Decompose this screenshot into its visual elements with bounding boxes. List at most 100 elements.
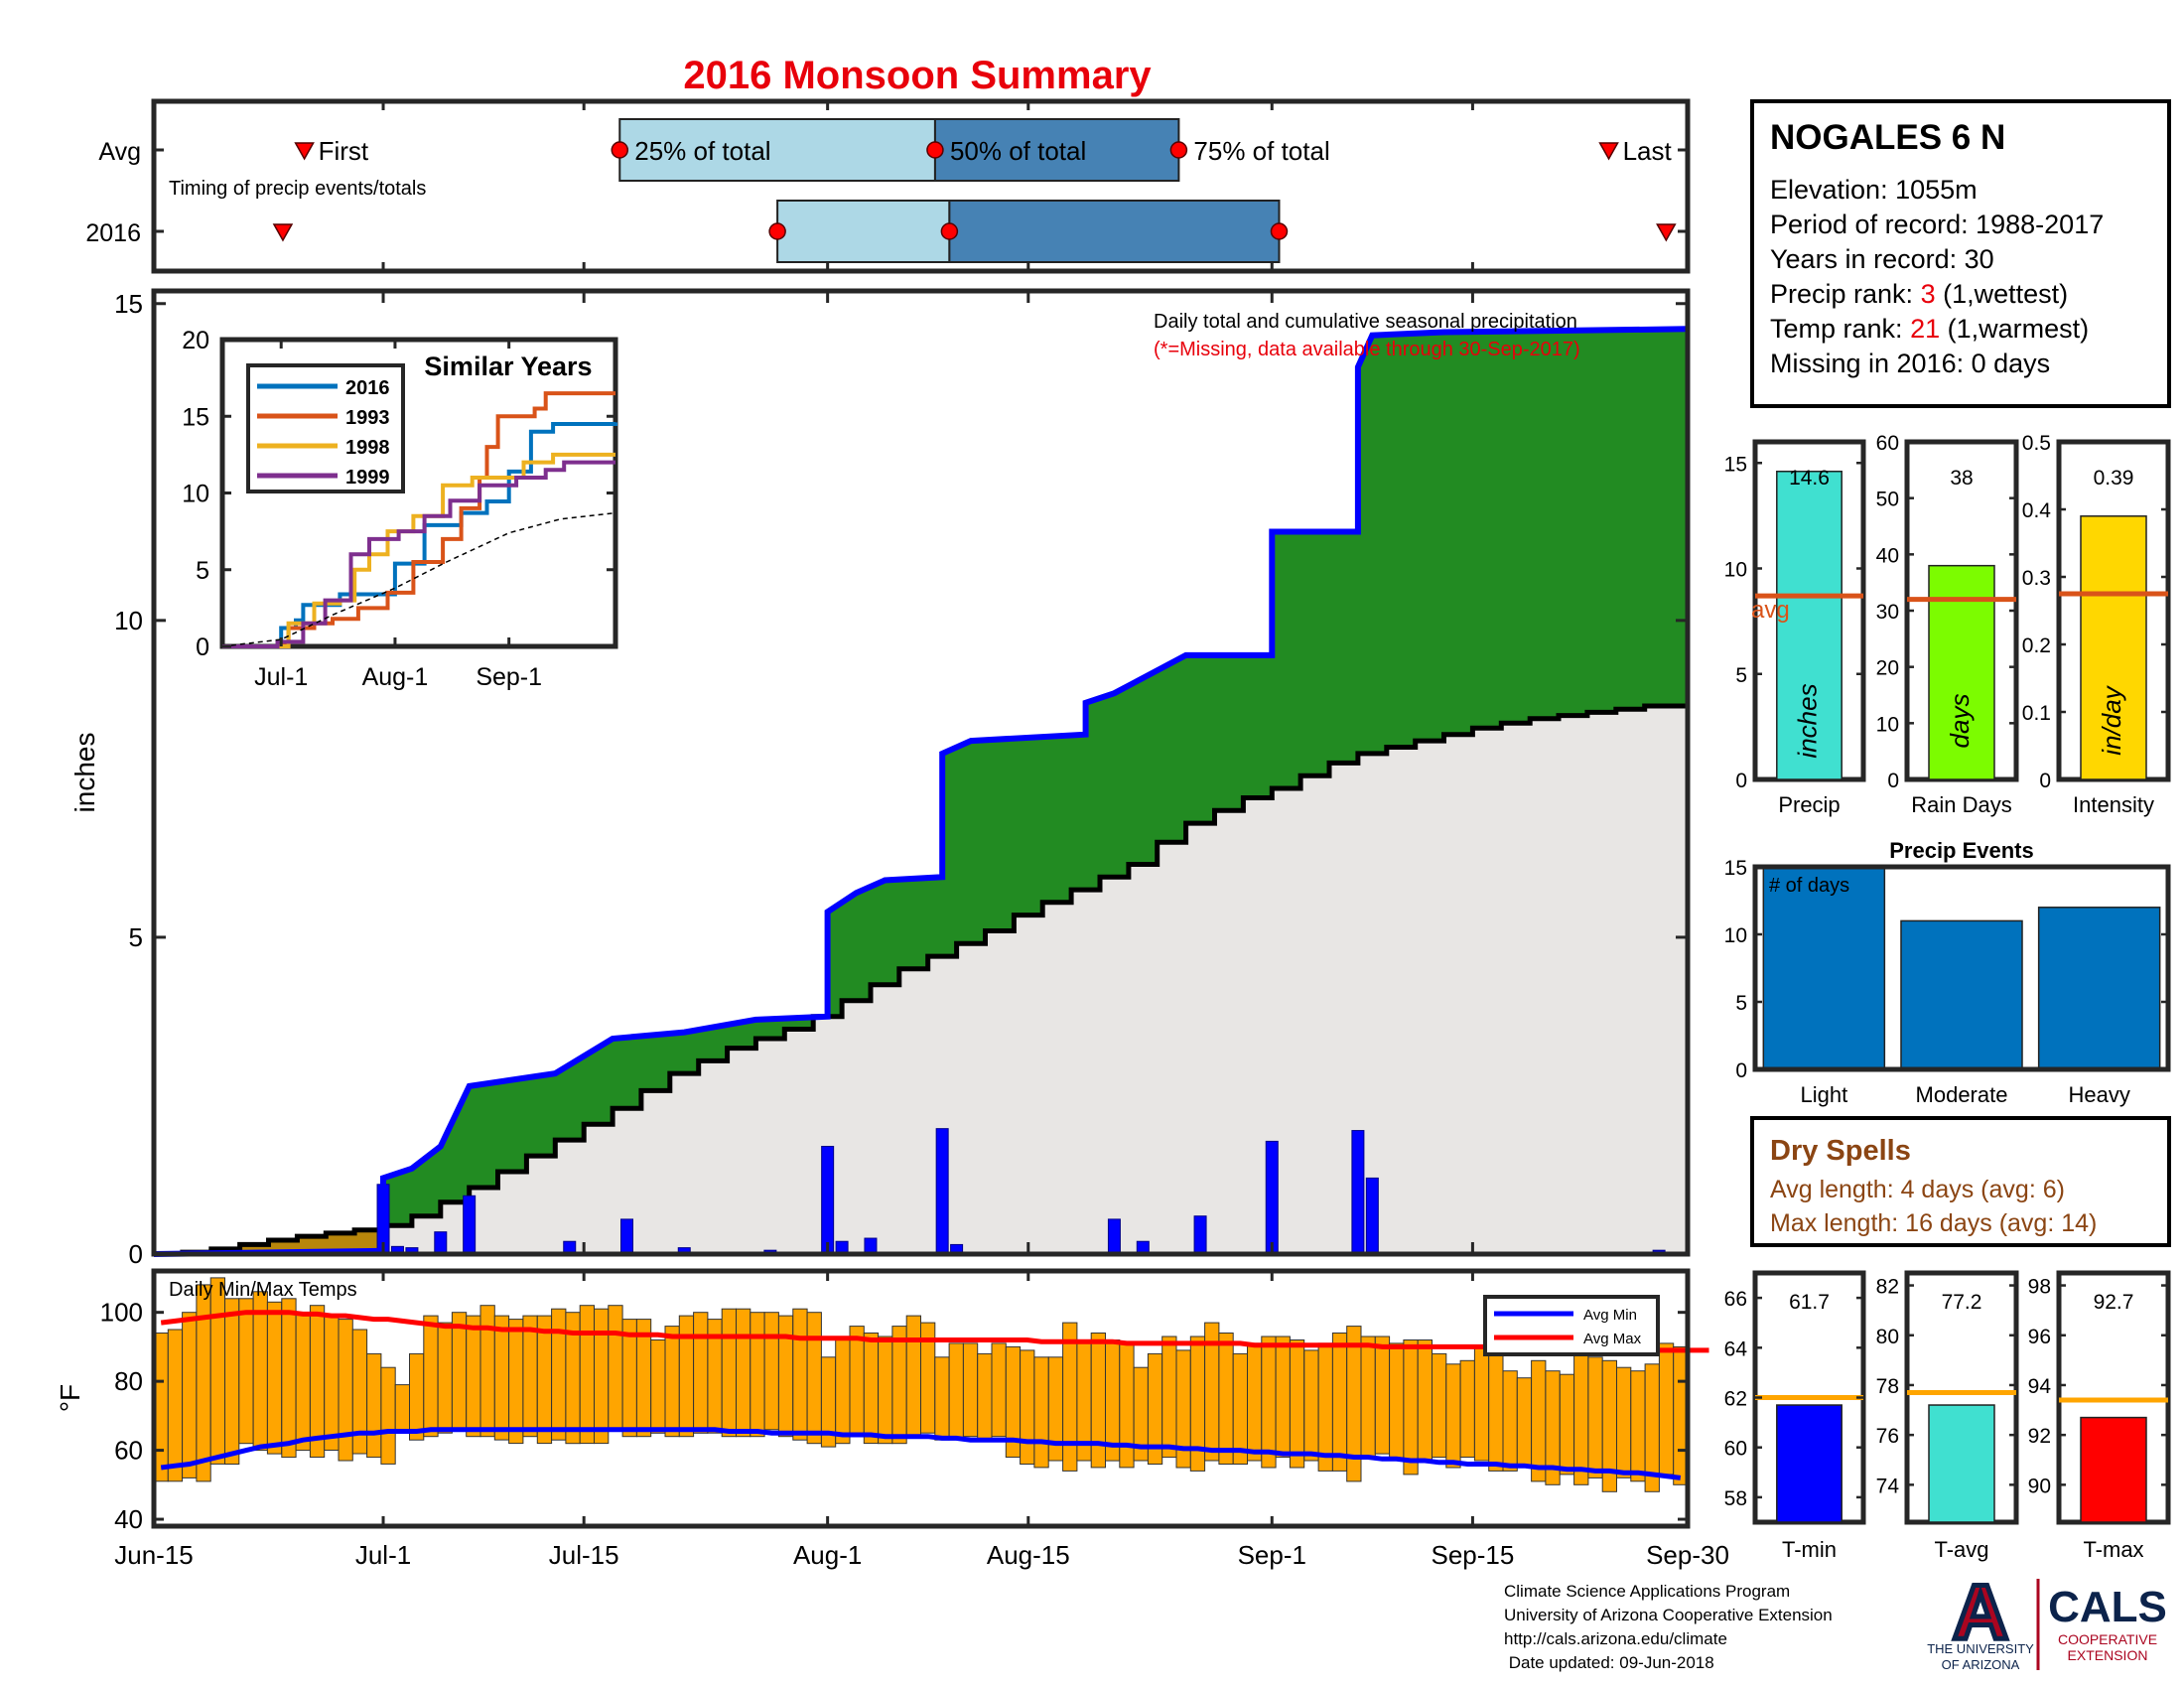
daily-temp-bar <box>1403 1339 1419 1476</box>
daily-temp-bar <box>1374 1336 1391 1455</box>
stat-ytick-label: 94 <box>2028 1375 2052 1398</box>
daily-temp-bar <box>977 1352 993 1441</box>
daily-temp-bar <box>508 1319 524 1445</box>
timing-box-50-75 <box>948 200 1281 263</box>
shared-date-axis: Jun-15 Jul-1 Jul-15 Aug-1 Aug-15 Sep-1 Sep-15 S… <box>114 1540 1729 1570</box>
temps-legend-frame <box>1483 1295 1660 1356</box>
ua-logo-text-2: OF ARIZONA <box>1942 1657 2020 1672</box>
stat-xlabel: T-avg <box>1934 1537 1988 1562</box>
station-info-suffix: (1,warmest) <box>1940 314 2089 344</box>
temps-ylabel: °F <box>55 1384 85 1412</box>
stat-value-bar <box>2080 1416 2147 1523</box>
stat-ytick-label: 80 <box>1876 1326 1899 1348</box>
timing-p50-label: 50% of total <box>950 136 1086 166</box>
similar-ytick-label: 0 <box>196 633 209 661</box>
daily-temp-bar <box>1459 1359 1475 1459</box>
university-of-arizona-logo: A THE UNIVERSITY OF ARIZONA <box>1927 1566 2034 1673</box>
credit-line-2: University of Arizona Cooperative Extens… <box>1504 1606 1833 1624</box>
avg-max-line <box>160 1310 1709 1353</box>
stat-ytick-label: 66 <box>1724 1288 1747 1311</box>
events-ytick-label: 10 <box>1724 924 1747 947</box>
cumulative-2016-line <box>153 326 1689 1257</box>
timing-percentile-marker <box>926 141 944 159</box>
timing-first-label: First <box>319 136 369 166</box>
dry-spells-max-length: Max length: 16 days (avg: 14) <box>1770 1209 2097 1237</box>
daily-temp-bar <box>1062 1322 1078 1472</box>
daily-temp-bar <box>1247 1342 1263 1462</box>
daily-temp-bar <box>1417 1339 1433 1462</box>
legend-label: 1998 <box>345 437 390 459</box>
daily-temp-bar <box>608 1305 623 1431</box>
stat-ytick-label: 15 <box>1724 453 1747 476</box>
timing-annotation: Timing of precip events/totals <box>169 178 426 200</box>
daily-temp-bar <box>664 1326 680 1438</box>
stat-value-label: 14.6 <box>1789 467 1830 490</box>
stat-value-bar <box>1776 471 1843 780</box>
stat-ytick-label: 0.3 <box>2022 567 2051 590</box>
daily-temp-bar <box>1360 1336 1376 1459</box>
cumulative-title: Daily total and cumulative seasonal prec… <box>1154 311 1577 333</box>
daily-temp-bar <box>1317 1342 1333 1472</box>
summary-stat-panels: 05101514.6Precipinchesavg010203040506038… <box>1724 432 2171 1562</box>
daily-temp-bar <box>721 1308 738 1438</box>
date-axis-label: Jun-15 <box>114 1540 194 1570</box>
daily-temp-bar <box>437 1322 453 1434</box>
daily-temp-bar <box>594 1308 610 1445</box>
daily-temp-bar <box>338 1319 353 1462</box>
similar-xtick-label: Aug-1 <box>362 663 429 691</box>
stat-ytick-label: 0 <box>1735 770 1747 792</box>
daily-temp-bar <box>891 1326 907 1445</box>
daily-temp-bar <box>849 1326 865 1438</box>
legend-label: 1999 <box>345 467 390 489</box>
daily-temp-bar <box>466 1315 481 1438</box>
timing-first-last-marker <box>1598 142 1619 161</box>
events-ytick-label: 5 <box>1735 992 1747 1015</box>
station-info-label: Elevation: 1055m <box>1770 175 1978 205</box>
date-axis-label: Jul-15 <box>549 1540 619 1570</box>
stat-ytick-label: 0.4 <box>2022 499 2052 522</box>
stat-ytick-label: 78 <box>1876 1375 1899 1398</box>
station-info-line: Missing in 2016: 0 days <box>1770 349 2050 378</box>
daily-temp-bar <box>380 1366 396 1465</box>
daily-precip-bar <box>935 1128 949 1255</box>
daily-temp-bar <box>522 1315 538 1438</box>
daily-temp-bar <box>763 1312 779 1431</box>
intensity-stat-panel: 0 0.1 0.2 0.3 0.4 0.5 0.39 Intensity in/day <box>2022 432 2171 817</box>
date-axis-label: Sep-1 <box>1238 1540 1306 1570</box>
daily-temp-bar <box>451 1312 468 1431</box>
daily-temp-bar <box>736 1308 751 1438</box>
events-frame <box>1752 864 2171 1072</box>
date-axis-label: Aug-15 <box>987 1540 1070 1570</box>
daily-temp-bar <box>493 1315 510 1441</box>
daily-temp-bar <box>962 1342 979 1438</box>
stat-value-bar <box>2080 515 2147 780</box>
similar-years-inset: 0 5 10 15 20 Jul-1 Aug-1 Sep-1 Similar Years 2016… <box>182 327 618 691</box>
stat-ytick-label: 40 <box>1876 544 1899 567</box>
station-info-value: 3 <box>1921 279 1936 309</box>
stat-ytick-label: 5 <box>1735 664 1747 687</box>
similar-xtick-label: Jul-1 <box>254 663 308 691</box>
cumulative-ytick-label: 10 <box>114 606 143 635</box>
daily-temp-bar <box>948 1342 964 1441</box>
stat-xlabel: T-max <box>2083 1537 2143 1562</box>
stat-ytick-label: 82 <box>1876 1276 1899 1299</box>
daily-temp-bar <box>1616 1366 1632 1478</box>
similar-ytick-label: 15 <box>182 403 209 431</box>
average-cumulative-line <box>154 702 1691 1257</box>
timing-first-last-marker <box>294 142 315 161</box>
ua-logo-letter: A <box>1953 1568 2008 1655</box>
above-average-area <box>154 329 1688 1254</box>
daily-temp-bar <box>1119 1342 1135 1469</box>
events-ytick-label: 15 <box>1724 857 1747 880</box>
similar-years-series-line <box>222 460 615 648</box>
timing-panel: Avg First Last 25% of total 50% of total 75% … <box>85 98 1691 274</box>
daily-temp-bar <box>295 1312 311 1452</box>
average-cumulative-fill <box>154 702 1688 1254</box>
dry-spells-title: Dry Spells <box>1770 1135 1911 1167</box>
timing-percentile-marker <box>1169 141 1188 159</box>
cumulative-ylabel: inches <box>69 733 100 813</box>
similar-ytick-label: 5 <box>196 557 209 585</box>
station-info-line: Period of record: 1988-2017 <box>1770 210 2104 239</box>
daily-temp-bar <box>835 1339 851 1445</box>
